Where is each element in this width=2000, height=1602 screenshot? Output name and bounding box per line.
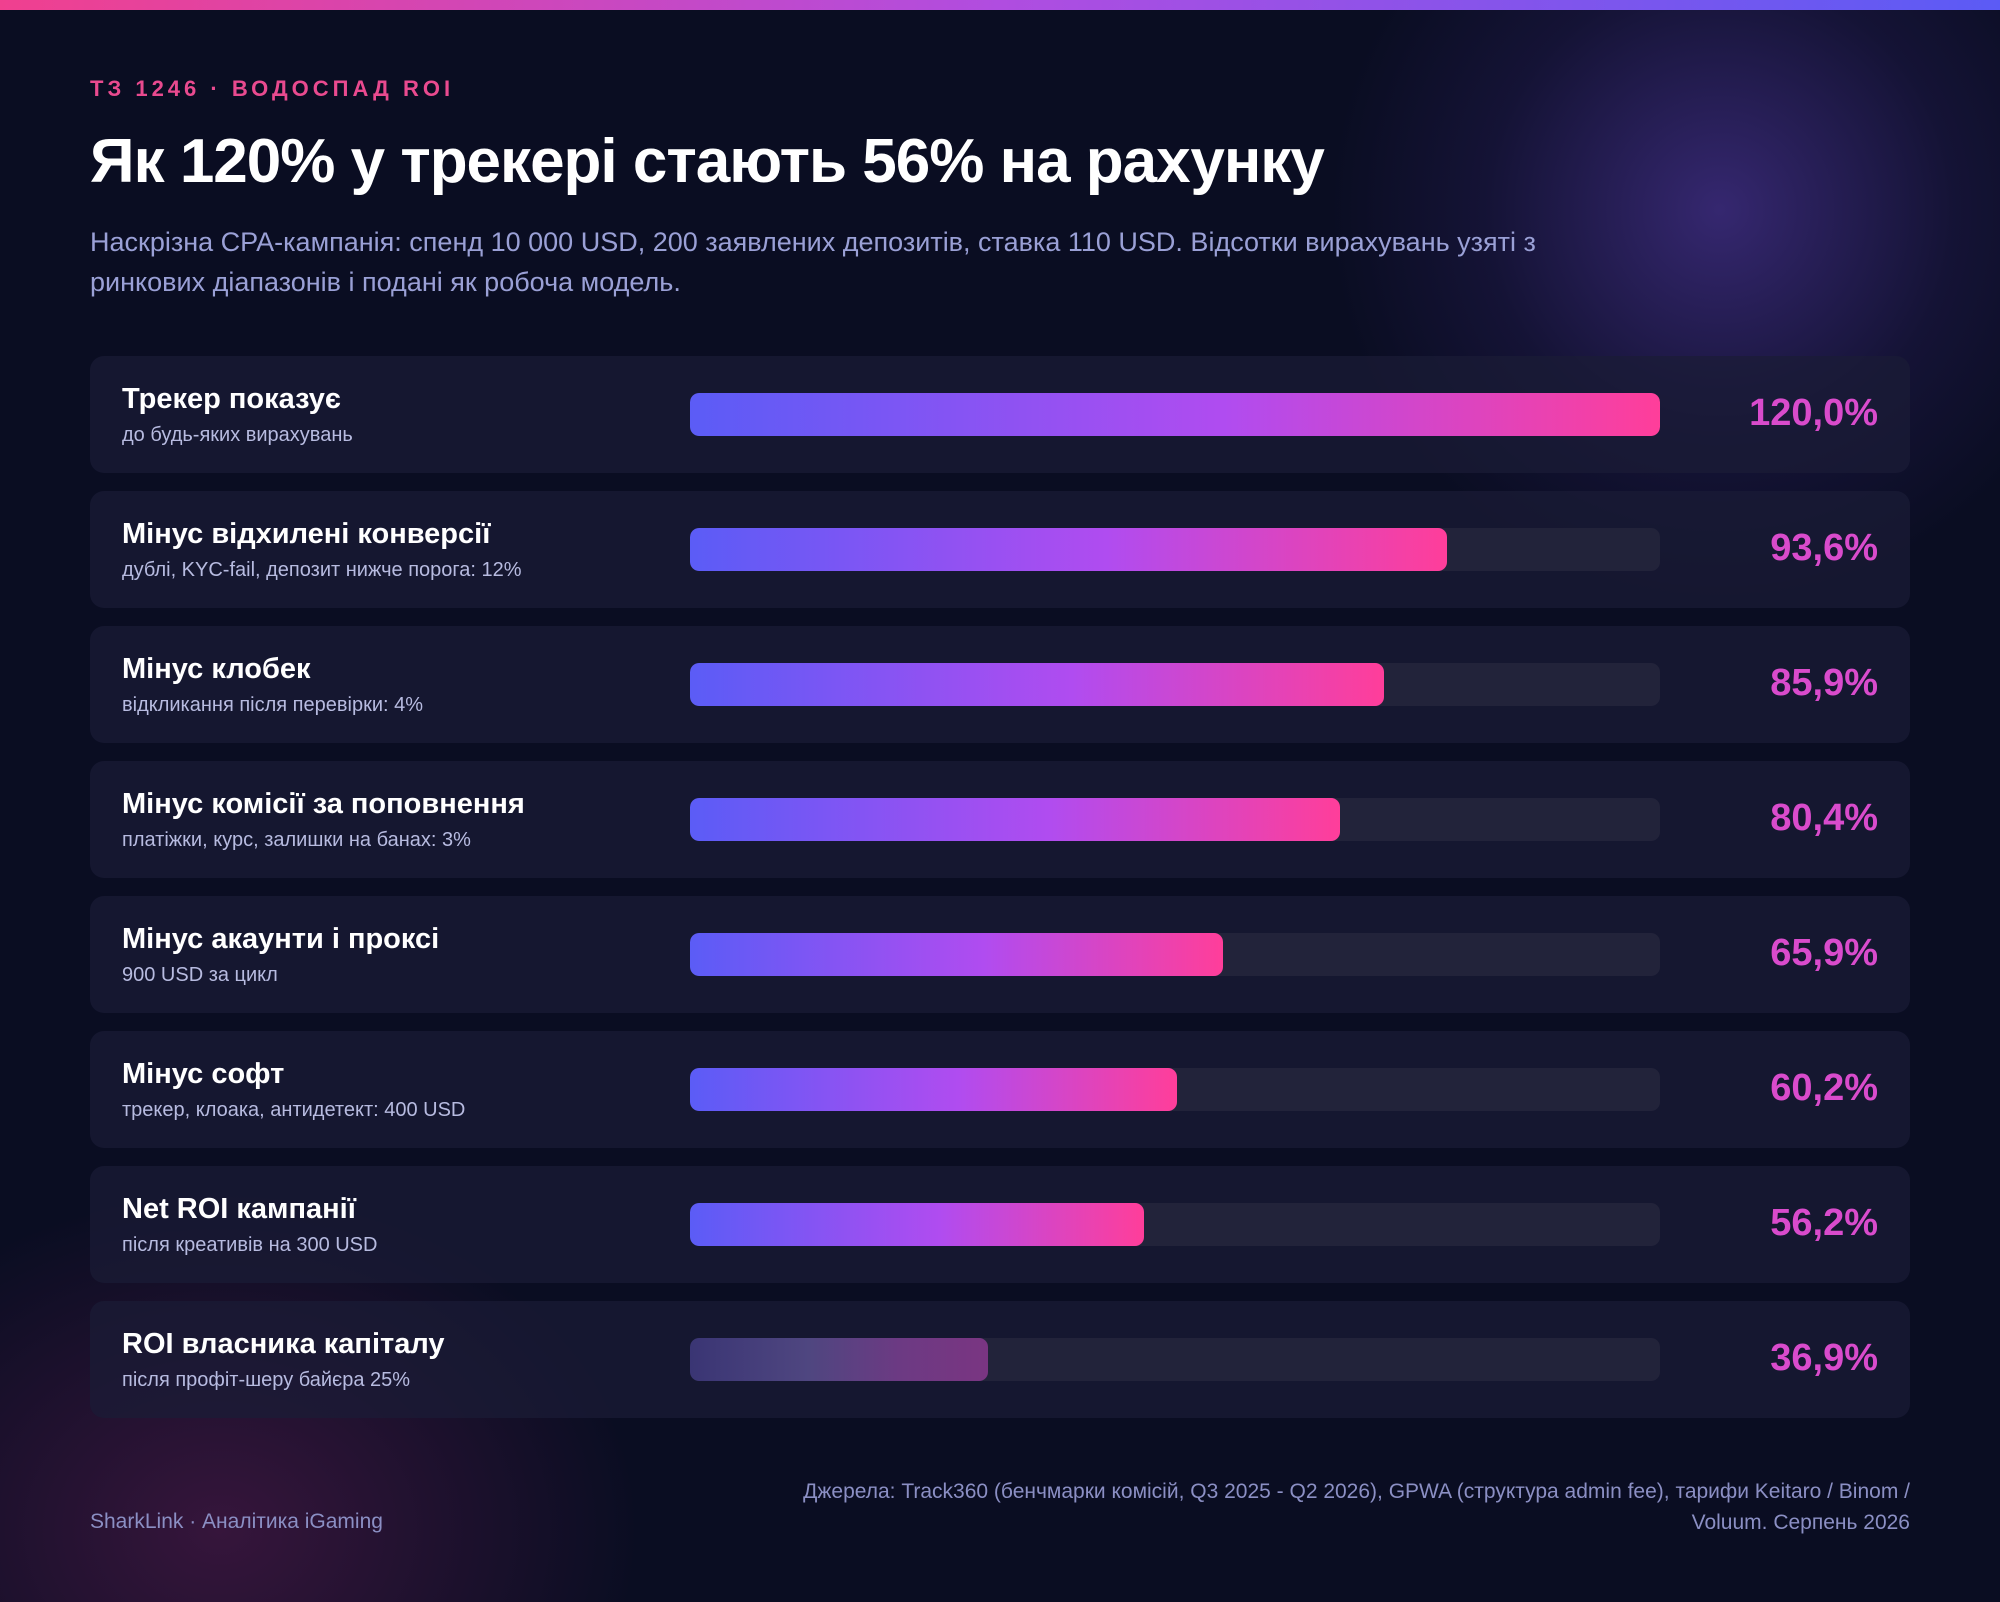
row-subtitle: відкликання після перевірки: 4%	[122, 694, 424, 716]
row-label: Net ROI кампанії	[122, 1193, 356, 1225]
value-label: 85,9%	[1770, 662, 1878, 704]
value-label: 36,9%	[1770, 1337, 1878, 1379]
bar-track	[690, 393, 1660, 436]
bar-fill	[690, 1338, 989, 1381]
bar-fill	[690, 528, 1447, 571]
bar-track	[690, 1068, 1660, 1111]
row-label: Трекер показує	[122, 383, 341, 415]
footer-brand: SharkLink · Аналітика iGaming	[90, 1510, 383, 1533]
row-label: Мінус комісії за поповнення	[122, 788, 525, 820]
page-subtitle: Наскрізна CPA-кампанія: спенд 10 000 USD…	[90, 227, 1536, 297]
bar-fill	[690, 798, 1340, 841]
bar-track	[690, 663, 1660, 706]
value-label: 120,0%	[1749, 392, 1878, 434]
chart-row: Net ROI кампанії після креативів на 300 U…	[90, 1166, 1910, 1283]
bar-fill	[690, 933, 1223, 976]
value-label: 60,2%	[1770, 1067, 1878, 1109]
waterfall-chart: Трекер показує до будь-яких вирахувань 120…	[90, 356, 1910, 1436]
value-label: 80,4%	[1770, 797, 1878, 839]
row-label: ROI власника капіталу	[122, 1328, 445, 1360]
bar-track	[690, 798, 1660, 841]
chart-row: Мінус комісії за поповнення платіжки, кур…	[90, 761, 1910, 878]
chart-row: Мінус софт трекер, клоака, антидетект: 40…	[90, 1031, 1910, 1148]
row-subtitle: дублі, KYC-fail, депозит нижче порога: 1…	[122, 559, 522, 581]
bar-fill	[690, 393, 1660, 436]
chart-row: Мінус відхилені конверсії дублі, KYC-fail…	[90, 491, 1910, 608]
row-subtitle: після креативів на 300 USD	[122, 1234, 378, 1256]
row-subtitle: 900 USD за цикл	[122, 964, 278, 986]
row-subtitle: платіжки, курс, залишки на банах: 3%	[122, 829, 471, 851]
value-label: 93,6%	[1770, 527, 1878, 569]
bar-track	[690, 933, 1660, 976]
chart-row: Мінус акаунти і проксі 900 USD за цикл 65,…	[90, 896, 1910, 1013]
value-label: 65,9%	[1770, 932, 1878, 974]
row-label: Мінус софт	[122, 1058, 285, 1090]
row-subtitle: трекер, клоака, антидетект: 400 USD	[122, 1099, 466, 1121]
chart-row: Мінус клобек відкликання після перевірки:…	[90, 626, 1910, 743]
value-label: 56,2%	[1770, 1202, 1878, 1244]
chart-row: ROI власника капіталу після профіт-шеру б…	[90, 1301, 1910, 1418]
bar-fill	[690, 1203, 1145, 1246]
row-subtitle: після профіт-шеру байєра 25%	[122, 1369, 411, 1391]
footer-sources: Джерела: Track360 (бенчмарки комісій, Q3…	[803, 1480, 1910, 1534]
eyebrow-label: ТЗ 1246 · ВОДОСПАД ROI	[90, 76, 455, 101]
top-accent-bar	[0, 0, 2000, 10]
bar-track	[690, 1338, 1660, 1381]
bar-fill	[690, 663, 1385, 706]
bar-track	[690, 528, 1660, 571]
bar-fill	[690, 1068, 1177, 1111]
row-label: Мінус акаунти і проксі	[122, 923, 440, 955]
row-label: Мінус клобек	[122, 653, 311, 685]
page-title: Як 120% у трекері стають 56% на рахунку	[90, 127, 1325, 196]
bar-track	[690, 1203, 1660, 1246]
chart-row: Трекер показує до будь-яких вирахувань 120…	[90, 356, 1910, 473]
row-label: Мінус відхилені конверсії	[122, 518, 491, 550]
row-subtitle: до будь-яких вирахувань	[122, 424, 353, 446]
